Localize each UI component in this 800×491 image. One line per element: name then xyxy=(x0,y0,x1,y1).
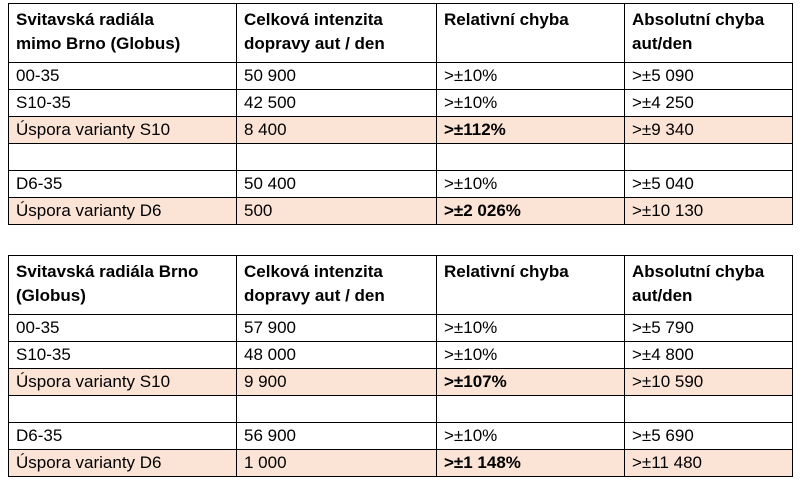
cell-absolute-error: >±4 800 xyxy=(624,341,793,369)
cell-absolute-error: >±10 130 xyxy=(624,197,793,225)
cell-absolute-error: >±5 690 xyxy=(624,422,793,450)
cell-relative-error: >±10% xyxy=(436,89,625,117)
cell-intensity: 56 900 xyxy=(236,422,437,450)
cell-variant: S10-35 xyxy=(8,341,237,369)
table-row: D6-35 50 400 >±10% >±5 040 xyxy=(8,170,793,198)
table-header-row: Svitavská radiála mimo Brno (Globus) Cel… xyxy=(8,3,793,63)
cell-relative-error: >±1 148% xyxy=(436,449,625,477)
cell-absolute-error: >±9 340 xyxy=(624,116,793,144)
table-header-row: Svitavská radiála Brno (Globus) Celková … xyxy=(8,255,793,315)
header-relative-error: Relativní chyba xyxy=(436,3,625,63)
table-row: S10-35 48 000 >±10% >±4 800 xyxy=(8,341,793,369)
table-row: S10-35 42 500 >±10% >±4 250 xyxy=(8,89,793,117)
cell-absolute-error: >±5 790 xyxy=(624,314,793,342)
header-intensity: Celková intenzita dopravy aut / den xyxy=(236,255,437,315)
table-row: 00-35 50 900 >±10% >±5 090 xyxy=(8,62,793,90)
cell-variant: 00-35 xyxy=(8,314,237,342)
cell-empty xyxy=(8,143,237,171)
cell-empty xyxy=(624,395,793,423)
cell-empty xyxy=(8,395,237,423)
cell-intensity: 50 400 xyxy=(236,170,437,198)
table-globus-brno: Svitavská radiála Brno (Globus) Celková … xyxy=(8,255,793,477)
cell-intensity: 57 900 xyxy=(236,314,437,342)
cell-absolute-error: >±5 090 xyxy=(624,62,793,90)
cell-relative-error: >±2 026% xyxy=(436,197,625,225)
cell-relative-error: >±10% xyxy=(436,62,625,90)
cell-variant: 00-35 xyxy=(8,62,237,90)
cell-intensity: 9 900 xyxy=(236,368,437,396)
cell-relative-error: >±10% xyxy=(436,422,625,450)
cell-variant: Úspora varianty S10 xyxy=(8,116,237,144)
header-intensity: Celková intenzita dopravy aut / den xyxy=(236,3,437,63)
cell-absolute-error: >±10 590 xyxy=(624,368,793,396)
cell-relative-error: >±10% xyxy=(436,314,625,342)
table-row-savings: Úspora varianty D6 500 >±2 026% >±10 130 xyxy=(8,197,793,225)
table-row-empty xyxy=(8,143,793,171)
cell-relative-error: >±112% xyxy=(436,116,625,144)
cell-empty xyxy=(436,143,625,171)
table-row-empty xyxy=(8,395,793,423)
cell-empty xyxy=(236,143,437,171)
table-globus-outside-brno: Svitavská radiála mimo Brno (Globus) Cel… xyxy=(8,3,793,225)
cell-variant: D6-35 xyxy=(8,422,237,450)
cell-relative-error: >±10% xyxy=(436,341,625,369)
cell-empty xyxy=(236,395,437,423)
header-absolute-error: Absolutní chyba aut/den xyxy=(624,255,793,315)
cell-intensity: 500 xyxy=(236,197,437,225)
cell-absolute-error: >±5 040 xyxy=(624,170,793,198)
cell-variant: D6-35 xyxy=(8,170,237,198)
header-absolute-error: Absolutní chyba aut/den xyxy=(624,3,793,63)
cell-relative-error: >±107% xyxy=(436,368,625,396)
cell-variant: S10-35 xyxy=(8,89,237,117)
cell-relative-error: >±10% xyxy=(436,170,625,198)
table-row-savings: Úspora varianty D6 1 000 >±1 148% >±11 4… xyxy=(8,449,793,477)
header-relative-error: Relativní chyba xyxy=(436,255,625,315)
header-location: Svitavská radiála Brno (Globus) xyxy=(8,255,237,315)
cell-intensity: 1 000 xyxy=(236,449,437,477)
cell-variant: Úspora varianty D6 xyxy=(8,197,237,225)
cell-empty xyxy=(436,395,625,423)
table-row-savings: Úspora varianty S10 9 900 >±107% >±10 59… xyxy=(8,368,793,396)
table-row: D6-35 56 900 >±10% >±5 690 xyxy=(8,422,793,450)
cell-intensity: 50 900 xyxy=(236,62,437,90)
cell-variant: Úspora varianty D6 xyxy=(8,449,237,477)
cell-absolute-error: >±11 480 xyxy=(624,449,793,477)
cell-variant: Úspora varianty S10 xyxy=(8,368,237,396)
header-location: Svitavská radiála mimo Brno (Globus) xyxy=(8,3,237,63)
table-row: 00-35 57 900 >±10% >±5 790 xyxy=(8,314,793,342)
cell-intensity: 48 000 xyxy=(236,341,437,369)
cell-intensity: 8 400 xyxy=(236,116,437,144)
cell-absolute-error: >±4 250 xyxy=(624,89,793,117)
table-row-savings: Úspora varianty S10 8 400 >±112% >±9 340 xyxy=(8,116,793,144)
cell-empty xyxy=(624,143,793,171)
cell-intensity: 42 500 xyxy=(236,89,437,117)
